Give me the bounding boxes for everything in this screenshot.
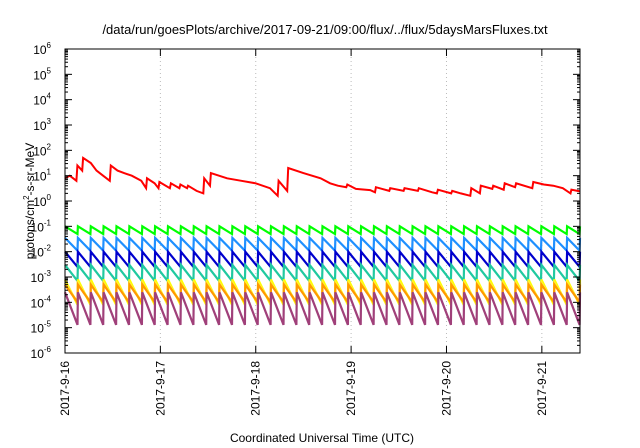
y-tick-base: 10 — [33, 170, 47, 184]
y-tick-exponent: -6 — [44, 345, 52, 354]
y-axis-label-units: -s-sr-MeV — [23, 143, 37, 196]
chart-title: /data/run/goesPlots/archive/2017-09-21/0… — [102, 22, 548, 37]
x-axis-label: Coordinated Universal Time (UTC) — [230, 431, 414, 445]
y-axis-label-superscript: 2 — [22, 195, 31, 200]
series-line-4 — [64, 248, 582, 270]
y-tick-base: 10 — [31, 347, 45, 361]
y-tick-exponent: -5 — [44, 320, 52, 329]
series-line-9 — [63, 291, 582, 326]
series-line-1 — [64, 156, 581, 199]
y-tick-label: 100 — [33, 193, 51, 209]
series-line-5 — [64, 261, 582, 285]
series-group — [63, 156, 582, 326]
y-tick-label: 10-4 — [31, 294, 52, 310]
y-tick-exponent: 4 — [47, 92, 52, 101]
y-tick-label: 10-1 — [31, 218, 52, 234]
y-axis-label-main: protons/cm — [23, 200, 37, 259]
x-grid — [159, 49, 543, 353]
x-tick-label: 2017-9-19 — [344, 361, 358, 416]
y-tick-base: 10 — [33, 43, 47, 57]
y-tick-exponent: -3 — [44, 269, 52, 278]
y-tick-base: 10 — [31, 246, 45, 260]
y-tick-exponent: 2 — [47, 142, 52, 151]
y-tick-label: 103 — [33, 117, 51, 133]
y-tick-label: 10-3 — [31, 269, 52, 285]
y-tick-base: 10 — [33, 119, 47, 133]
y-axis: 10-610-510-410-310-210-11001011021031041… — [31, 41, 580, 361]
y-tick-exponent: -4 — [44, 294, 52, 303]
y-axis-label: protons/cm2-s-sr-MeV — [22, 143, 37, 259]
x-tick-label: 2017-9-21 — [535, 361, 549, 416]
y-tick-base: 10 — [31, 271, 45, 285]
y-tick-exponent: -2 — [44, 244, 52, 253]
y-tick-label: 104 — [33, 92, 51, 108]
x-tick-label: 2017-9-17 — [153, 361, 167, 416]
x-tick-label: 2017-9-16 — [58, 361, 72, 416]
y-tick-exponent: 3 — [47, 117, 52, 126]
y-tick-base: 10 — [33, 68, 47, 82]
y-tick-label: 10-5 — [31, 320, 52, 336]
y-tick-label: 10-6 — [31, 345, 52, 361]
y-tick-exponent: 6 — [47, 41, 52, 50]
y-tick-base: 10 — [33, 144, 47, 158]
x-tick-label: 2017-9-18 — [249, 361, 263, 416]
y-tick-base: 10 — [31, 322, 45, 336]
y-tick-label: 10-2 — [31, 244, 52, 260]
y-tick-label: 105 — [33, 66, 51, 82]
y-tick-exponent: -1 — [44, 218, 52, 227]
y-tick-label: 101 — [33, 168, 51, 184]
y-tick-exponent: 5 — [47, 66, 52, 75]
y-tick-exponent: 0 — [47, 193, 52, 202]
y-tick-base: 10 — [31, 220, 45, 234]
series-line-2 — [64, 224, 582, 236]
y-tick-base: 10 — [31, 296, 45, 310]
x-axis: 2017-9-16 2017-9-17 2017-9-18 2017-9-19 2017… — [58, 49, 549, 416]
series-line-3 — [64, 235, 582, 254]
y-tick-base: 10 — [33, 94, 47, 108]
y-tick-label: 106 — [33, 41, 51, 57]
x-tick-label: 2017-9-20 — [439, 361, 453, 416]
y-tick-exponent: 1 — [47, 168, 52, 177]
y-tick-label: 102 — [33, 142, 51, 158]
y-tick-base: 10 — [33, 195, 47, 209]
